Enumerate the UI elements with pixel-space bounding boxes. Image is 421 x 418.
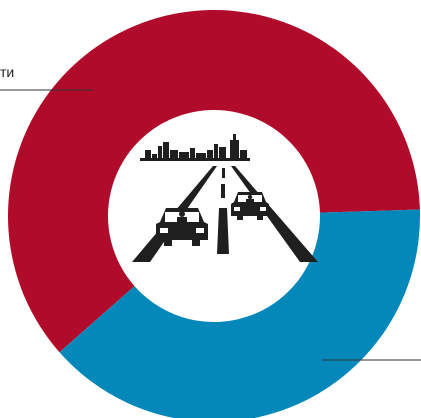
donut-slice-0 bbox=[8, 10, 420, 353]
donut-slices bbox=[8, 10, 420, 418]
road-dash bbox=[221, 184, 225, 198]
front-car-icon bbox=[156, 208, 208, 246]
rear-car-icon bbox=[231, 192, 269, 220]
road-dash bbox=[217, 208, 229, 254]
road-right-edge bbox=[231, 166, 318, 262]
road-with-cars-and-city-skyline-icon bbox=[132, 134, 318, 262]
donut-slice-1 bbox=[59, 209, 420, 418]
city-skyline-icon bbox=[140, 134, 250, 161]
slice-label-red: ти bbox=[0, 64, 15, 80]
road-dash bbox=[222, 168, 225, 178]
